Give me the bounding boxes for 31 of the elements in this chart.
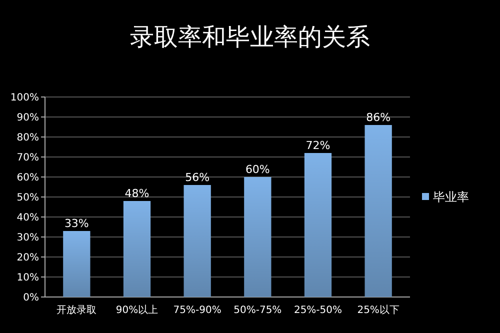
x-tick-label: 25%-50% xyxy=(294,305,342,316)
x-tick-label: 开放录取 xyxy=(56,305,97,316)
x-tick-label: 90%以上 xyxy=(116,304,158,316)
y-tick-label: 90% xyxy=(16,112,39,124)
y-tick-label: 80% xyxy=(16,132,39,144)
y-tick-label: 30% xyxy=(16,232,39,244)
y-tick-label: 50% xyxy=(16,192,39,204)
data-label: 72% xyxy=(306,139,330,152)
x-tick-label: 25%以下 xyxy=(357,304,400,316)
chart-title: 录取率和毕业率的关系 xyxy=(130,23,370,51)
data-label: 48% xyxy=(124,187,150,200)
y-tick-label: 70% xyxy=(16,152,39,164)
bar xyxy=(244,177,272,297)
bar xyxy=(184,185,211,297)
bar xyxy=(364,125,392,297)
bar xyxy=(123,201,151,297)
legend-label: 毕业率 xyxy=(433,190,469,204)
data-label: 60% xyxy=(245,163,270,176)
y-tick-label: 20% xyxy=(16,252,39,264)
y-tick-label: 0% xyxy=(23,292,39,304)
y-tick-label: 40% xyxy=(16,212,39,224)
data-label: 33% xyxy=(64,217,89,230)
bar xyxy=(63,231,90,297)
data-label: 56% xyxy=(185,171,210,184)
x-tick-label: 50%-75% xyxy=(234,305,282,316)
y-tick-label: 100% xyxy=(10,92,39,104)
y-tick-label: 60% xyxy=(16,172,39,184)
y-tick-label: 10% xyxy=(16,272,39,284)
x-tick-label: 75%-90% xyxy=(173,305,222,316)
bar xyxy=(304,153,332,297)
data-label: 86% xyxy=(366,111,391,124)
